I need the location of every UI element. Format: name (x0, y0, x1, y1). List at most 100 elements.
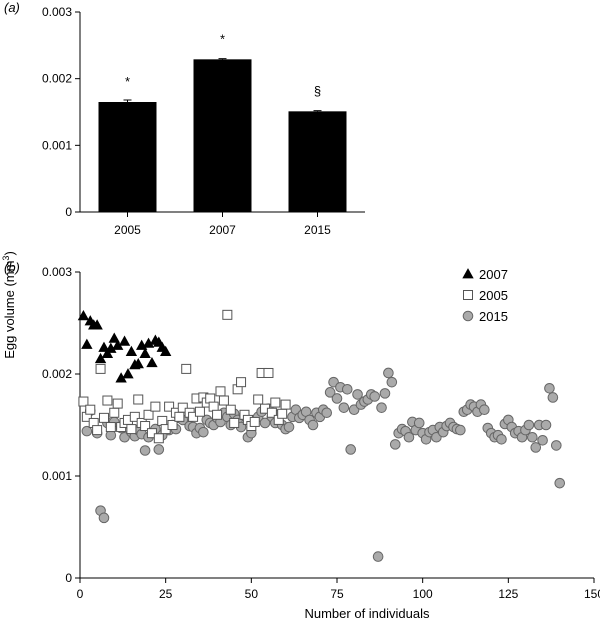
point-2007 (81, 338, 93, 349)
point-2007 (98, 341, 110, 352)
bar-2005 (98, 102, 157, 212)
point-2005 (225, 404, 236, 415)
point-2015 (369, 391, 380, 402)
x-axis-title: Number of individuals (304, 606, 430, 621)
point-2005 (143, 409, 154, 420)
point-2015 (153, 444, 165, 455)
x-tick-label: 2015 (304, 223, 331, 237)
point-2015 (389, 439, 401, 450)
point-2007 (91, 319, 103, 330)
point-2005 (181, 363, 192, 374)
point-2005 (277, 408, 288, 419)
point-2005 (105, 422, 116, 433)
point-2015 (547, 392, 559, 403)
point-2015 (379, 388, 391, 399)
point-2007 (118, 335, 131, 346)
point-2005 (98, 412, 109, 423)
point-2015 (259, 417, 271, 429)
point-2005 (205, 393, 216, 404)
point-2005 (78, 396, 89, 407)
point-2005 (236, 377, 247, 388)
y-axis-title-main: Egg volume (mm (2, 261, 17, 359)
point-2007 (77, 310, 90, 321)
point-2015 (403, 431, 415, 443)
point-2005 (229, 417, 240, 428)
point-2015 (527, 431, 538, 443)
x-tick-label: 2007 (209, 223, 236, 237)
x-tick-label: 100 (413, 587, 433, 601)
y-axis-title-superscript: 3 (1, 256, 11, 261)
y-tick-label: 0.002 (42, 72, 72, 86)
point-2005 (208, 401, 219, 412)
point-2005 (157, 415, 168, 426)
point-2015 (455, 424, 466, 436)
y-axis-title: Egg volume (mm3) (1, 251, 17, 359)
point-2015 (283, 421, 295, 433)
point-2015 (341, 384, 353, 395)
bar-2015 (288, 111, 347, 212)
point-2015 (331, 393, 343, 404)
y-tick-label: 0.001 (42, 469, 72, 483)
legend-marker-2005 (463, 290, 473, 300)
x-tick-label: 125 (498, 587, 518, 601)
x-tick-label: 25 (159, 587, 173, 601)
point-2015 (530, 442, 542, 453)
point-2015 (307, 419, 319, 431)
point-2015 (376, 402, 387, 413)
point-2015 (383, 367, 394, 379)
significance-marker: § (314, 83, 321, 98)
point-2005 (194, 406, 205, 417)
point-2005 (150, 401, 161, 412)
point-2005 (140, 421, 151, 432)
point-2015 (198, 426, 209, 438)
point-2005 (164, 401, 175, 412)
significance-marker: * (125, 74, 130, 89)
point-2007 (146, 356, 158, 368)
legend-label-2007: 2007 (479, 267, 508, 282)
panel-a-label: (a) (4, 0, 20, 15)
legend-label-2005: 2005 (479, 288, 508, 303)
legend: 2007 2005 2015 (462, 267, 508, 324)
point-2005 (218, 395, 229, 406)
point-2005 (222, 309, 233, 320)
panel-b-label: (b) (4, 260, 20, 275)
y-tick-label: 0.001 (42, 138, 72, 152)
point-2015 (544, 382, 555, 394)
point-2015 (81, 425, 93, 437)
significance-marker: * (220, 31, 225, 46)
point-2005 (280, 399, 291, 410)
point-2015 (496, 433, 507, 445)
legend-label-2015: 2015 (479, 309, 508, 324)
point-2015 (386, 376, 398, 388)
point-2007 (139, 347, 151, 359)
point-2005 (253, 394, 264, 405)
y-tick-label: 0.003 (42, 5, 72, 19)
point-2005 (85, 404, 96, 415)
y-tick-label: 0 (65, 205, 72, 219)
bar-2007 (193, 59, 252, 213)
point-2015 (324, 387, 336, 398)
point-2005 (153, 433, 164, 444)
point-2007 (159, 345, 172, 356)
point-2005 (129, 411, 140, 422)
point-2015 (523, 419, 535, 431)
point-2015 (321, 407, 333, 419)
bar-chart-panel: (a) 0 0.001 0.002 0.003 2005 * 2007 * 2015 § (4, 0, 365, 237)
point-2005 (188, 411, 199, 422)
point-2005 (215, 386, 226, 397)
x-tick-label: 75 (330, 587, 344, 601)
x-tick-label: 150 (584, 587, 600, 601)
x-tick-label: 2005 (114, 223, 141, 237)
point-2007 (125, 345, 138, 356)
y-tick-label: 0.002 (42, 367, 72, 381)
point-2007 (94, 352, 107, 364)
point-2015 (338, 402, 350, 413)
point-2005 (212, 409, 223, 420)
scatter-chart-panel: (b) 0 0.001 0.002 0.003 0 25 50 75 100 125 150 Nu… (4, 260, 600, 621)
point-2015 (554, 477, 566, 489)
point-2005 (249, 416, 260, 427)
legend-marker-2015 (462, 310, 474, 322)
point-2007 (132, 357, 144, 369)
point-2005 (133, 394, 144, 405)
